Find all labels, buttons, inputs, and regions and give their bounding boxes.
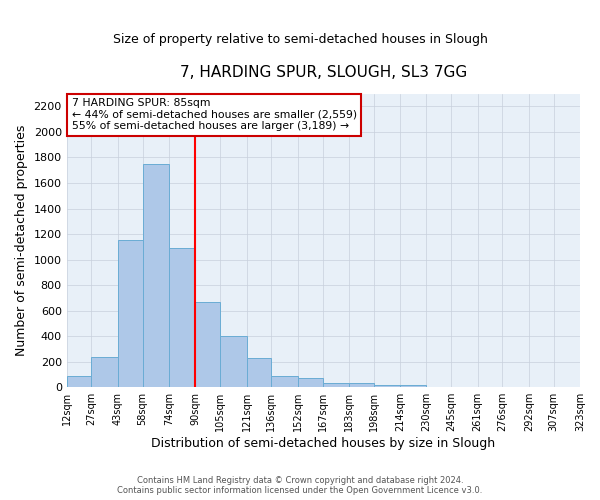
Text: 7 HARDING SPUR: 85sqm
← 44% of semi-detached houses are smaller (2,559)
55% of s: 7 HARDING SPUR: 85sqm ← 44% of semi-deta…: [72, 98, 357, 132]
X-axis label: Distribution of semi-detached houses by size in Slough: Distribution of semi-detached houses by …: [151, 437, 496, 450]
Bar: [91, 356, 118, 387]
Y-axis label: Number of semi-detached properties: Number of semi-detached properties: [15, 124, 28, 356]
Bar: [220, 336, 247, 387]
Bar: [169, 248, 196, 387]
Bar: [298, 378, 323, 387]
Bar: [118, 240, 143, 387]
Bar: [400, 384, 427, 387]
Bar: [196, 302, 220, 387]
Bar: [374, 384, 400, 387]
Bar: [67, 376, 91, 387]
Bar: [271, 376, 298, 387]
Bar: [143, 164, 169, 387]
Bar: [247, 358, 271, 387]
Text: Contains HM Land Registry data © Crown copyright and database right 2024.
Contai: Contains HM Land Registry data © Crown c…: [118, 476, 482, 495]
Text: Size of property relative to semi-detached houses in Slough: Size of property relative to semi-detach…: [113, 32, 487, 46]
Title: 7, HARDING SPUR, SLOUGH, SL3 7GG: 7, HARDING SPUR, SLOUGH, SL3 7GG: [180, 65, 467, 80]
Bar: [349, 384, 374, 387]
Bar: [323, 382, 349, 387]
